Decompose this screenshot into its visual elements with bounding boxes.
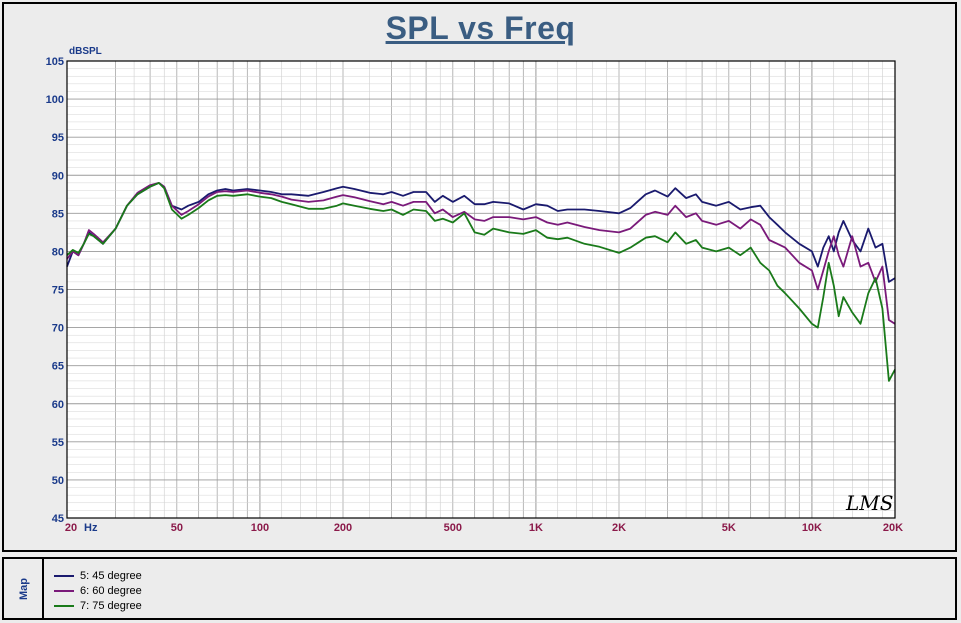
x-tick-label: 5K xyxy=(722,522,736,534)
chart-title: SPL vs Freq xyxy=(385,10,576,46)
map-tab[interactable]: Map xyxy=(4,559,44,618)
series-line-2 xyxy=(66,181,896,325)
legend-item: 7: 75 degree xyxy=(54,598,142,613)
x-tick-label: 1K xyxy=(529,522,543,534)
spl-vs-freq-chart: 45 50 55 60 65 70 75 80 85 90 95 100 105 20 50 100 200 5… xyxy=(46,46,904,534)
y-tick-label: 80 xyxy=(52,246,64,258)
y-tick-label: 100 xyxy=(46,94,64,106)
legend-item: 6: 60 degree xyxy=(54,583,142,598)
series-line-1 xyxy=(66,181,896,283)
legend-item: 5: 45 degree xyxy=(54,568,142,583)
legend-label: 7: 75 degree xyxy=(80,599,142,612)
x-tick-label: 10K xyxy=(802,522,822,534)
x-tick-label: 500 xyxy=(444,522,462,534)
y-tick-label: 65 xyxy=(52,361,64,373)
plot-border xyxy=(66,60,896,519)
y-tick-label: 105 xyxy=(46,56,64,68)
series-line-3 xyxy=(66,181,896,382)
y-tick-label: 70 xyxy=(52,323,64,335)
series-lines xyxy=(66,181,896,382)
y-tick-label: 95 xyxy=(52,132,64,144)
x-tick-label: 100 xyxy=(251,522,269,534)
map-tab-label: Map xyxy=(18,578,30,600)
lms-watermark: LMS xyxy=(845,491,893,515)
y-tick-label: 55 xyxy=(52,437,64,449)
y-tick-label: 60 xyxy=(52,399,64,411)
y-tick-label: 85 xyxy=(52,208,64,220)
grid-lines xyxy=(67,60,895,519)
legend-swatch xyxy=(54,604,74,607)
x-tick-label: 2K xyxy=(612,522,626,534)
y-tick-label: 75 xyxy=(52,285,64,297)
x-tick-label: 20K xyxy=(883,522,903,534)
legend-swatch xyxy=(54,574,74,577)
x-axis-unit: Hz xyxy=(84,522,98,534)
x-tick-label: 50 xyxy=(171,522,183,534)
legend: 5: 45 degree 6: 60 degree 7: 75 degree xyxy=(54,568,142,613)
legend-swatch xyxy=(54,589,74,592)
legend-label: 6: 60 degree xyxy=(80,584,142,597)
y-tick-label: 50 xyxy=(52,475,64,487)
x-tick-label: 200 xyxy=(334,522,352,534)
legend-label: 5: 45 degree xyxy=(80,569,142,582)
y-tick-labels: 45 50 55 60 65 70 75 80 85 90 95 100 105 xyxy=(46,56,64,525)
x-tick-label: 20 xyxy=(65,522,77,534)
x-tick-labels: 20 50 100 200 500 1K 2K 5K 10K 20K xyxy=(65,522,903,534)
legend-panel: Map 5: 45 degree 6: 60 degree 7: 75 degree xyxy=(2,557,957,620)
y-tick-label: 90 xyxy=(52,170,64,182)
y-tick-label: 45 xyxy=(52,513,64,525)
y-axis-title: dBSPL xyxy=(69,46,102,57)
